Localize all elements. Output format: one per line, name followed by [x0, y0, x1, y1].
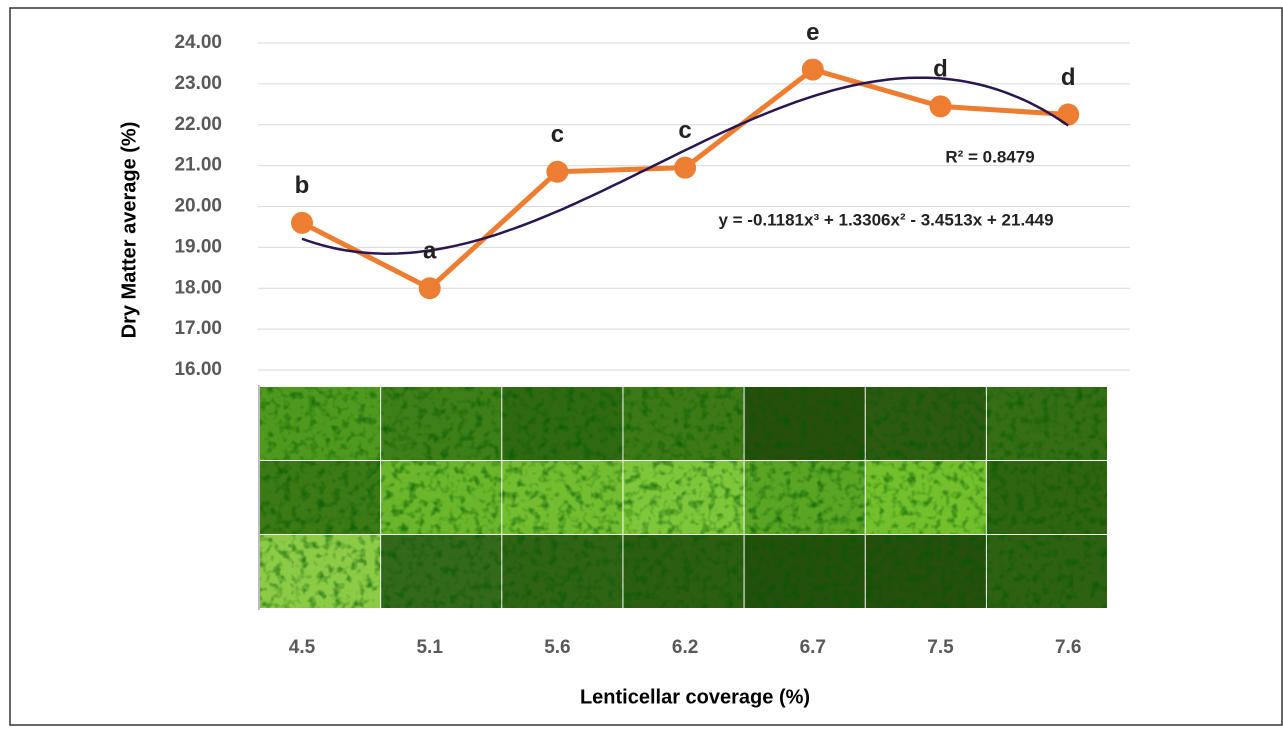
- micrograph-texture: [260, 461, 381, 534]
- micrograph-texture: [381, 461, 502, 534]
- micrograph-texture: [744, 461, 865, 534]
- micrograph-texture: [502, 461, 623, 534]
- micrograph-texture: [623, 387, 744, 460]
- micrograph-texture: [502, 535, 623, 608]
- trendline: [301, 76, 1069, 255]
- micrograph-texture: [865, 461, 986, 534]
- x-axis-title: Lenticellar coverage (%): [580, 686, 810, 708]
- y-tick-label: 18.00: [174, 277, 222, 298]
- data-point: [418, 277, 441, 300]
- data-point: [674, 156, 697, 179]
- y-tick-label: 22.00: [174, 114, 222, 135]
- data-point: [929, 95, 952, 118]
- micrograph-texture: [381, 387, 502, 460]
- micrograph-texture: [865, 535, 986, 608]
- data-point: [291, 211, 313, 234]
- group-letter: d: [1061, 64, 1076, 91]
- micrograph-texture: [865, 387, 986, 460]
- y-tick-label: 21.00: [174, 155, 222, 176]
- y-tick-label: 20.00: [174, 196, 222, 217]
- micrograph-texture: [502, 387, 623, 460]
- micrograph-texture: [986, 387, 1107, 460]
- micrograph-texture: [986, 461, 1107, 534]
- micrograph-grid: [260, 387, 1107, 608]
- y-tick-label: 19.00: [174, 236, 222, 257]
- y-axis-title: Dry Matter average (%): [118, 122, 140, 339]
- frame: [9, 7, 1283, 726]
- group-letter: c: [551, 121, 564, 148]
- y-tick-label: 24.00: [174, 32, 222, 53]
- group-letter: e: [806, 19, 819, 46]
- micrograph-texture: [744, 535, 865, 608]
- trend-equation: y = -0.1181x³ + 1.3306x² - 3.4513x + 21.…: [718, 210, 1053, 229]
- data-point: [546, 160, 569, 183]
- micrograph-texture: [986, 535, 1107, 608]
- micrograph-texture: [260, 535, 381, 608]
- micrograph-texture: [623, 461, 744, 534]
- x-tick-label: 5.1: [416, 637, 443, 658]
- x-tick-label: 5.6: [544, 637, 570, 658]
- group-letter: d: [933, 56, 948, 83]
- micrograph-texture: [381, 535, 502, 608]
- data-point: [1057, 103, 1080, 126]
- micrograph-texture: [260, 387, 381, 460]
- data-line: [300, 67, 1069, 291]
- y-tick-label: 23.00: [174, 73, 222, 94]
- micrograph-texture: [744, 387, 865, 460]
- group-letter: a: [423, 238, 437, 265]
- x-tick-label: 7.6: [1055, 637, 1081, 658]
- data-point: [801, 58, 824, 81]
- x-tick-label: 7.5: [927, 637, 954, 658]
- micrograph-texture: [623, 535, 744, 608]
- r-squared: R² = 0.8479: [945, 147, 1034, 166]
- x-tick-label: 6.2: [672, 637, 698, 658]
- group-letter: c: [678, 117, 691, 144]
- y-tick-label: 16.00: [174, 359, 222, 380]
- group-letter: b: [295, 172, 310, 199]
- x-tick-label: 6.7: [800, 637, 826, 658]
- y-tick-label: 17.00: [174, 318, 222, 339]
- x-tick-label: 4.5: [289, 637, 316, 658]
